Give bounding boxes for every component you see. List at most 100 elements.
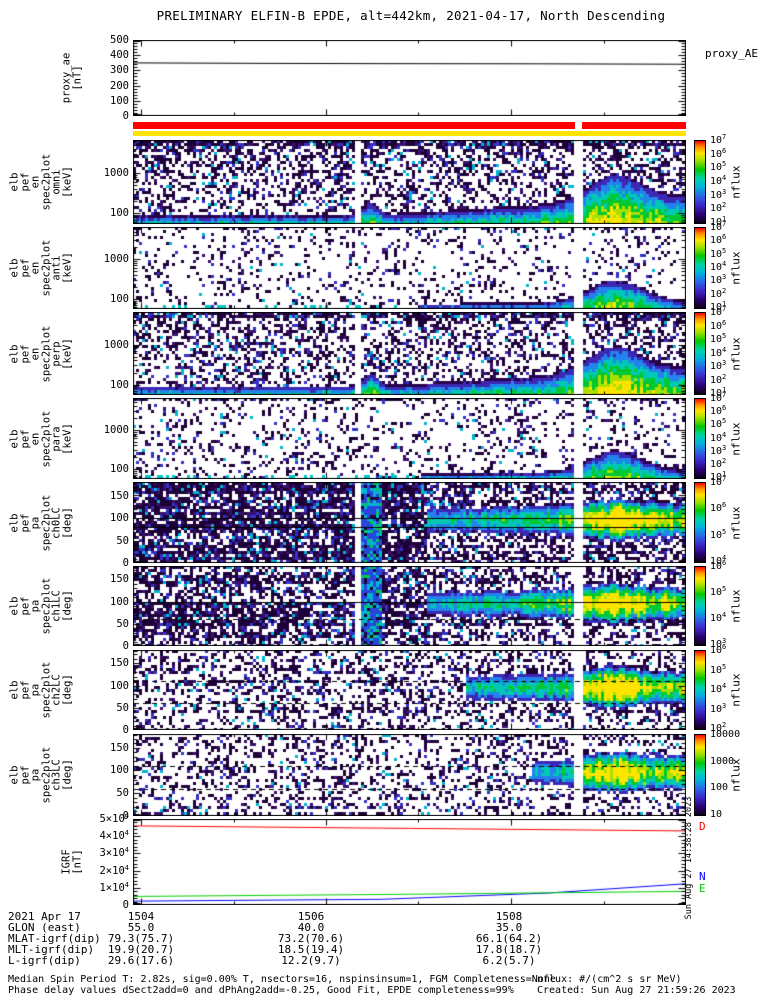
colorbar-tick: 103 [710, 701, 727, 715]
colorbar-tick: 10 [710, 809, 723, 820]
colorbar-tick: 102 [710, 456, 727, 470]
colorbar-tick: 107 [710, 133, 727, 146]
colorbar-title: nflux [729, 336, 743, 371]
igrf-series-label-e: E [699, 882, 706, 895]
ylabel-line: elb [8, 513, 21, 532]
ylabel-spec-perp: elb pef en spec2plot perp [keV] [8, 325, 74, 382]
strip-strip-yellow [133, 131, 686, 136]
colorbar-tick: 105 [710, 662, 727, 676]
table-cell: 73.2(70.6) [277, 932, 345, 945]
colorbar-spec-perp [694, 312, 706, 395]
colorbar-tick: 1000 [710, 755, 735, 767]
ytick-pa-ch2: 50 [116, 701, 129, 714]
ytick-igrf: 0 [122, 899, 129, 911]
colorbar-tick: 101 [710, 470, 727, 483]
table-cell: 55.0 [127, 921, 155, 934]
ytick-proxy: 100 [110, 94, 129, 107]
ylabel-line: en [29, 347, 42, 360]
colorbar-tick: 106 [710, 559, 727, 572]
colorbar-pa-ch0 [694, 482, 706, 563]
ytick-spec-para: 100 [110, 462, 129, 475]
colorbar-title: nflux [729, 758, 743, 792]
colorbar-tick: 106 [710, 404, 727, 418]
table-row-header: MLT-igrf(dip) [8, 943, 95, 956]
colorbar-tick: 103 [710, 443, 727, 457]
ylabel-spec-omni: elb pef en spec2plot omni [keV] [9, 154, 74, 211]
canvas-pa-ch2 [133, 650, 686, 730]
colorbar-tick: 106 [710, 501, 727, 515]
table-row-header: 2021 Apr 17 [8, 910, 81, 923]
ylabel-line: elb [8, 344, 21, 363]
ylabel-line: ch0LC [50, 506, 63, 539]
colorbar-tick: 107 [710, 391, 727, 404]
ytick-pa-ch1: 150 [110, 573, 129, 586]
strip-data-gap [575, 122, 582, 129]
ylabel-spec-para: elb pef en spec2plot para [keV] [8, 410, 74, 467]
canvas-igrf [133, 819, 686, 905]
ylabel-line: pa [29, 599, 42, 613]
colorbar-tick: 101 [710, 300, 727, 313]
ytick-pa-ch1: 100 [110, 595, 129, 608]
ylabel-line: en [29, 175, 42, 189]
table-cell: 6.2(5.7) [482, 954, 536, 967]
ylabel-line: [keV] [61, 252, 73, 284]
canvas-pa-ch3 [133, 734, 686, 816]
canvas-spec-para [133, 398, 686, 479]
ylabel-pa-ch1: elb pef pa spec2plot ch1LC [deg] [8, 578, 74, 635]
colorbar-tick: 102 [710, 372, 727, 386]
colorbar-spec-omni [694, 140, 706, 224]
colorbar-tick: 102 [710, 286, 727, 300]
ylabel-line: ch1LC [50, 590, 63, 622]
ytick-spec-para: 1000 [103, 423, 129, 436]
ytick-spec-perp: 1000 [103, 338, 129, 351]
colorbar-tick: 104 [710, 554, 727, 567]
ylabel-line: para [50, 425, 63, 452]
colorbar-tick: 107 [710, 305, 727, 318]
ylabel-line: perp [50, 340, 63, 367]
ylabel-line: elb [8, 429, 21, 448]
colorbar-pa-ch3 [694, 734, 706, 816]
colorbar-tick: 10000 [710, 729, 741, 740]
colorbar-tick: 100 [710, 782, 729, 794]
colorbar-tick: 103 [710, 359, 727, 372]
ylabel-line: ch3LC [50, 759, 63, 791]
colorbar-title: nflux [729, 673, 743, 707]
ytick-pa-ch3: 100 [110, 764, 129, 777]
table-cell: 18.5(19.4) [277, 943, 345, 956]
ylabel-line: elb [8, 596, 21, 616]
creation-timestamp-sidebar: Sun Aug 27 14:38:28 2023 [684, 796, 694, 920]
canvas-pa-ch1 [133, 566, 686, 646]
colorbar-tick: 104 [710, 260, 727, 273]
ylabel-line: en [29, 432, 42, 445]
table-cell: 1508 [495, 910, 523, 923]
ytick-spec-anti: 100 [110, 292, 129, 305]
ytick-pa-ch3: 150 [110, 741, 129, 754]
table-cell: 29.6(17.6) [107, 954, 175, 967]
colorbar-pa-ch2 [694, 650, 706, 730]
table-cell: 17.8(18.7) [475, 943, 543, 956]
ylabel-spec-anti: elb pef en spec2plot anti [keV] [9, 240, 74, 297]
colorbar-tick: 104 [710, 174, 727, 187]
colorbar-tick: 107 [710, 220, 727, 233]
ytick-igrf: 1×104 [99, 880, 129, 894]
table-row-header: GLON (east) [8, 921, 81, 934]
table-cell: 12.2(9.7) [281, 954, 341, 967]
table-cell: 1504 [127, 910, 155, 923]
ylabel-line: elb [8, 765, 21, 785]
ytick-pa-ch0: 150 [110, 489, 129, 502]
ylabel-line: pa [29, 768, 42, 782]
colorbar-tick: 107 [710, 475, 727, 488]
ytick-spec-perp: 100 [110, 378, 129, 391]
table-cell: 79.3(75.7) [107, 932, 175, 945]
ylabel-line: en [29, 261, 42, 275]
colorbar-spec-anti [694, 227, 706, 309]
ytick-pa-ch2: 0 [122, 724, 129, 736]
ytick-pa-ch3: 0 [122, 810, 129, 822]
igrf-series-label-d: D [699, 820, 706, 833]
footer-line-1: Median Spin Period T: 2.82s, sig=0.00% T… [8, 974, 556, 985]
colorbar-title: nflux [729, 421, 743, 456]
ytick-proxy: 200 [110, 79, 129, 92]
footer-line-2: Phase delay values dSect2add=0 and dPhAn… [8, 985, 514, 996]
ytick-spec-omni: 1000 [103, 166, 129, 179]
